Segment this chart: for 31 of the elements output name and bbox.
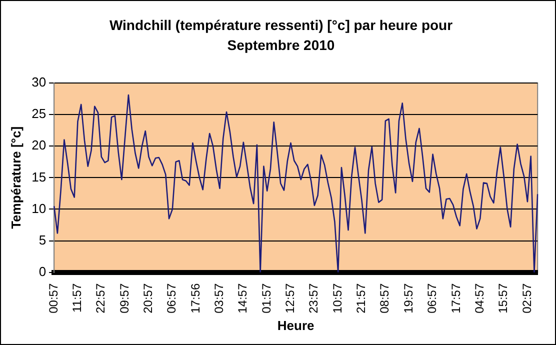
x-tick-label: 11:57 xyxy=(70,283,84,313)
x-tick-label: 14:57 xyxy=(236,283,250,314)
x-tick-label: 22:57 xyxy=(94,283,108,314)
x-tick-label: 02:57 xyxy=(520,283,534,314)
y-tick-label: 5 xyxy=(38,232,46,248)
x-tick-label: 10:57 xyxy=(330,283,344,314)
x-tick-label: 06:57 xyxy=(425,283,440,314)
y-tick-label: 0 xyxy=(38,264,46,279)
x-tick-label: 17:57 xyxy=(448,283,463,314)
x-tick-label: 12:57 xyxy=(283,283,298,314)
x-tick-label: 21:57 xyxy=(354,283,368,314)
x-tick-label: 23:57 xyxy=(306,283,321,314)
y-tick-label: 10 xyxy=(32,200,46,216)
x-tick-label: 00:57 xyxy=(46,283,60,314)
chart-title: Windchill (température ressenti) [°c] par heure pour Septembre 2010 xyxy=(108,16,454,55)
x-tick-label: 03:57 xyxy=(212,283,226,314)
x-tick-label: 08:57 xyxy=(378,283,392,314)
x-tick-label: 20:57 xyxy=(141,283,156,314)
x-tick-label: 04:57 xyxy=(472,283,486,314)
x-tick-label: 09:57 xyxy=(117,283,132,314)
x-tick-label: 15:57 xyxy=(496,283,510,314)
x-tick-label: 19:57 xyxy=(401,283,416,314)
y-tick-label: 15 xyxy=(32,169,46,184)
y-tick-label: 20 xyxy=(32,138,46,153)
y-axis-title: Température [°c] xyxy=(8,126,24,229)
y-tick-label: 25 xyxy=(32,106,46,122)
x-tick-label: 01:57 xyxy=(259,283,274,314)
x-tick-label: 06:57 xyxy=(164,283,179,314)
x-axis-title: Heure xyxy=(277,318,314,333)
x-tick-label: 17:56 xyxy=(188,283,202,314)
y-tick-label: 30 xyxy=(32,74,46,90)
